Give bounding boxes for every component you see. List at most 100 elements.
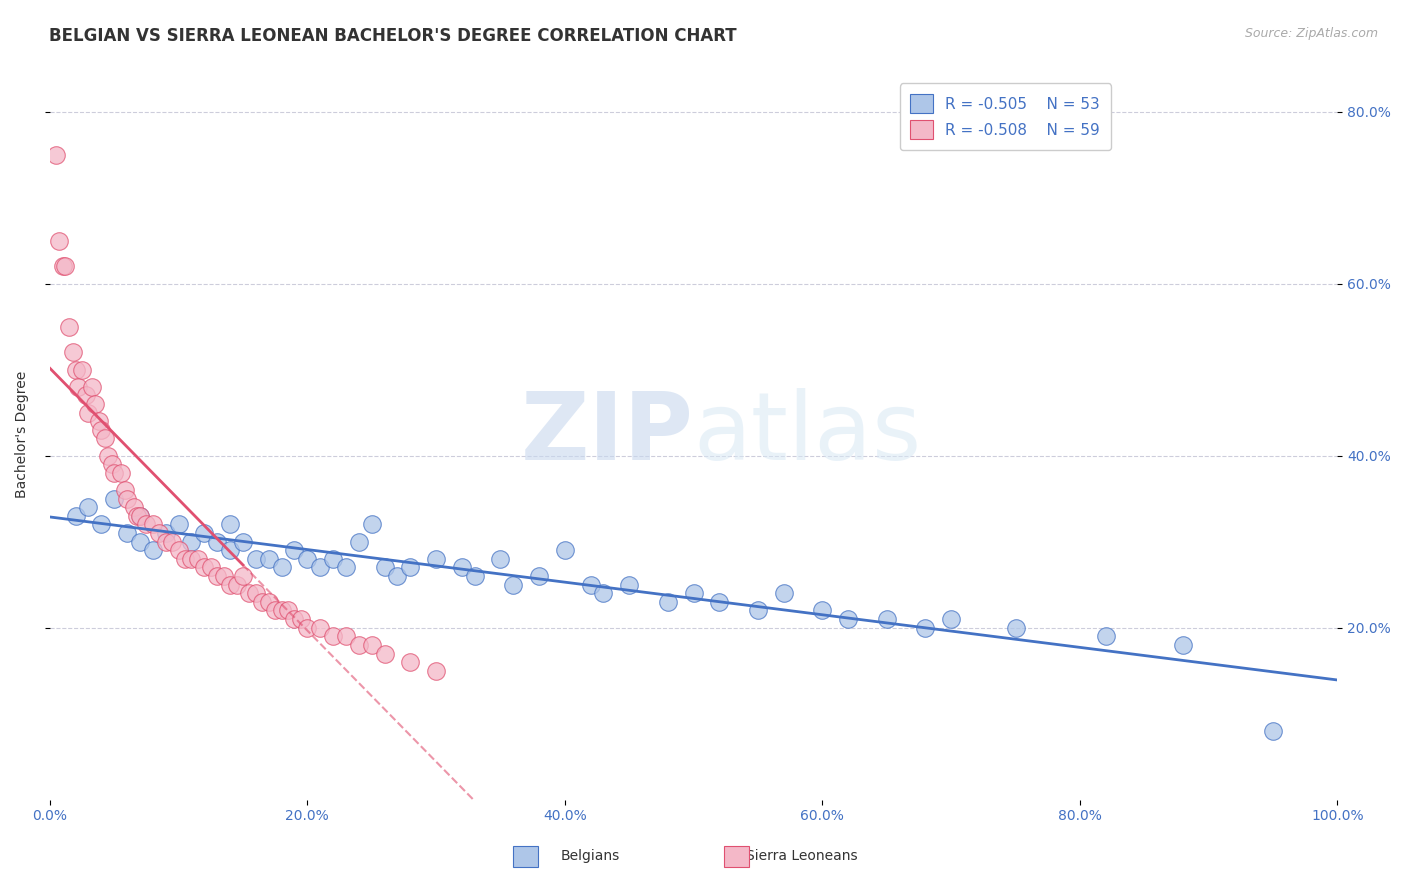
Point [65, 362, 87, 376]
Point [709, 595, 731, 609]
Point [90, 517, 112, 532]
Point [67, 380, 90, 394]
Point [876, 612, 898, 626]
Point [939, 612, 962, 626]
Point [58, 319, 80, 334]
Point [115, 491, 138, 506]
Point [180, 552, 202, 566]
Point [264, 603, 287, 617]
Point [619, 577, 641, 591]
Point [45, 147, 67, 161]
Point [464, 569, 486, 583]
Text: Belgians: Belgians [561, 849, 620, 863]
Legend: R = -0.505    N = 53, R = -0.508    N = 59: R = -0.505 N = 53, R = -0.508 N = 59 [900, 84, 1111, 150]
Point [62, 345, 84, 359]
Point [65, 508, 87, 523]
Point [682, 586, 704, 600]
Point [347, 638, 370, 652]
Point [52, 260, 75, 274]
Point [103, 466, 125, 480]
Point [297, 621, 319, 635]
Point [135, 517, 157, 532]
Point [94, 432, 117, 446]
Point [374, 647, 396, 661]
Point [297, 552, 319, 566]
Point [245, 552, 267, 566]
Point [212, 569, 235, 583]
Point [48, 234, 70, 248]
Point [232, 534, 254, 549]
Point [322, 552, 344, 566]
Point [225, 577, 247, 591]
Point [309, 621, 332, 635]
Point [75, 388, 97, 402]
Point [97, 449, 120, 463]
Point [129, 534, 152, 549]
Point [257, 595, 280, 609]
Point [114, 483, 136, 497]
Point [219, 517, 242, 532]
Point [277, 603, 299, 617]
Point [399, 655, 422, 669]
Y-axis label: Bachelor's Degree: Bachelor's Degree [15, 370, 30, 498]
Point [425, 664, 447, 678]
Point [122, 500, 145, 515]
Point [53, 260, 76, 274]
Point [155, 534, 177, 549]
Text: Sierra Leoneans: Sierra Leoneans [745, 849, 858, 863]
Point [335, 629, 357, 643]
Point [1004, 621, 1026, 635]
Point [155, 526, 177, 541]
Point [167, 543, 190, 558]
Point [232, 569, 254, 583]
Point [219, 543, 242, 558]
Point [70, 362, 93, 376]
Point [127, 508, 149, 523]
Point [193, 560, 215, 574]
Point [148, 526, 170, 541]
Point [502, 577, 524, 591]
Point [811, 603, 834, 617]
Point [238, 586, 260, 600]
Point [142, 543, 165, 558]
Point [180, 534, 202, 549]
Point [83, 397, 105, 411]
Text: BELGIAN VS SIERRA LEONEAN BACHELOR'S DEGREE CORRELATION CHART: BELGIAN VS SIERRA LEONEAN BACHELOR'S DEG… [49, 27, 737, 45]
Point [1171, 638, 1194, 652]
Point [90, 423, 112, 437]
Point [77, 406, 100, 420]
Point [87, 414, 110, 428]
Point [1094, 629, 1116, 643]
Point [914, 621, 936, 635]
Point [360, 638, 382, 652]
Point [747, 603, 769, 617]
Point [450, 560, 472, 574]
Point [425, 552, 447, 566]
Point [322, 629, 344, 643]
Point [110, 466, 132, 480]
Point [174, 552, 197, 566]
Point [77, 500, 100, 515]
Point [374, 560, 396, 574]
Point [837, 612, 859, 626]
Text: ZIP: ZIP [520, 388, 693, 480]
Point [772, 586, 794, 600]
Point [100, 457, 122, 471]
Point [347, 534, 370, 549]
Point [554, 543, 576, 558]
Point [200, 560, 222, 574]
Point [205, 569, 228, 583]
Point [309, 560, 332, 574]
Point [387, 569, 409, 583]
Point [187, 552, 209, 566]
Point [205, 534, 228, 549]
Point [129, 508, 152, 523]
Point [245, 586, 267, 600]
Point [270, 603, 292, 617]
Point [103, 491, 125, 506]
Point [129, 508, 152, 523]
Text: Source: ZipAtlas.com: Source: ZipAtlas.com [1244, 27, 1378, 40]
Point [290, 612, 312, 626]
Point [82, 380, 104, 394]
Point [167, 517, 190, 532]
